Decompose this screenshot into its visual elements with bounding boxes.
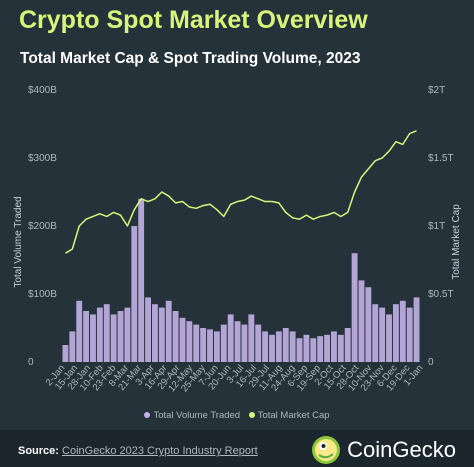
volume-bar: [158, 307, 165, 362]
coingecko-logo-icon: [312, 436, 341, 464]
volume-bar: [186, 321, 193, 362]
right-y-axis: 0 $0.5T $1T $1.5T $2T: [428, 85, 454, 368]
volume-bar: [227, 314, 234, 362]
volume-bar: [62, 345, 69, 362]
volume-bar: [124, 307, 131, 362]
left-tick-label: $100B: [28, 289, 57, 300]
left-tick-label: 0: [28, 357, 34, 368]
volume-bar: [103, 304, 110, 362]
volume-bar: [351, 253, 358, 362]
right-tick-label: $1.5T: [428, 153, 454, 164]
legend-item-volume: Total Volume Traded: [144, 410, 240, 421]
volume-bar: [117, 311, 124, 362]
volume-bar: [213, 331, 220, 362]
volume-bar: [296, 338, 303, 362]
left-y-axis: 0 $100B $200B $300B $400B: [28, 85, 57, 368]
volume-bar: [365, 287, 372, 362]
volume-bar: [207, 329, 213, 362]
brand: CoinGecko: [311, 435, 456, 465]
legend-volume-label: Total Volume Traded: [153, 410, 241, 421]
volume-bar: [90, 314, 96, 362]
volume-bar: [379, 307, 386, 362]
volume-bar: [331, 331, 337, 362]
volume-bar: [248, 314, 255, 362]
volume-bar: [372, 304, 379, 362]
volume-bar: [172, 311, 179, 362]
volume-bar: [76, 300, 83, 362]
volume-bar: [344, 328, 351, 362]
volume-bar: [96, 307, 103, 362]
volume-bar: [241, 324, 248, 362]
right-axis-title: Total Market Cap: [451, 204, 462, 280]
left-tick-label: $300B: [28, 153, 57, 164]
source-label: Source:: [18, 445, 59, 457]
volume-bar: [165, 300, 172, 362]
right-tick-label: 0: [428, 357, 434, 368]
volume-bars: [62, 198, 420, 362]
volume-bar: [413, 297, 420, 362]
legend-item-market-cap: Total Market Cap: [248, 410, 330, 421]
volume-bar: [324, 334, 330, 362]
left-tick-label: $400B: [28, 85, 57, 96]
right-tick-label: $1T: [428, 221, 445, 232]
footer: Source: CoinGecko 2023 Crypto Industry R…: [0, 430, 474, 467]
volume-bar: [262, 331, 269, 362]
market-cap-layer: [65, 130, 417, 254]
volume-bar: [200, 328, 207, 362]
volume-bar: [337, 334, 344, 362]
brand-name: CoinGecko: [347, 437, 456, 462]
legend: Total Volume Traded Total Market Cap: [0, 410, 474, 421]
market-cap-line: [65, 130, 417, 254]
source-link[interactable]: CoinGecko 2023 Crypto Industry Report: [62, 445, 258, 457]
volume-bar: [392, 304, 399, 362]
legend-volume-swatch: [144, 412, 151, 418]
chart-title: Crypto Spot Market Overview: [19, 6, 368, 34]
volume-bar: [138, 198, 145, 362]
legend-market-cap-label: Total Market Cap: [257, 410, 330, 421]
left-axis-title: Total Volume Traded: [13, 196, 24, 287]
volume-bar: [310, 338, 317, 362]
volume-bar: [282, 328, 289, 362]
volume-bar: [193, 324, 200, 362]
volume-bar: [145, 297, 151, 362]
volume-bar: [220, 324, 227, 362]
volume-bar: [406, 307, 413, 362]
volume-bar: [131, 226, 138, 362]
volume-bar: [275, 331, 282, 362]
left-tick-label: $200B: [28, 221, 57, 232]
volume-bar: [386, 314, 392, 362]
volume-bar: [179, 317, 186, 362]
volume-bar: [110, 314, 117, 362]
volume-bar: [289, 331, 296, 362]
volume-bar: [69, 331, 76, 362]
right-tick-label: $0.5T: [428, 289, 454, 300]
volume-bar: [234, 321, 241, 362]
volume-bar: [255, 324, 262, 362]
right-tick-label: $2T: [428, 85, 445, 96]
volume-bar: [152, 304, 158, 362]
legend-market-cap-swatch: [248, 412, 255, 418]
chart-subtitle: Total Market Cap & Spot Trading Volume, …: [20, 50, 361, 67]
volume-bar: [83, 311, 90, 362]
volume-bar: [399, 300, 406, 362]
volume-bar: [358, 280, 365, 362]
x-axis: 2-Jan15-Jan28-Jan10-Feb23-Feb8-Mar21-Mar…: [44, 363, 426, 395]
volume-bar: [303, 334, 310, 362]
volume-bar: [317, 336, 324, 362]
volume-bar: [269, 334, 275, 362]
source-line: Source: CoinGecko 2023 Crypto Industry R…: [18, 445, 258, 457]
